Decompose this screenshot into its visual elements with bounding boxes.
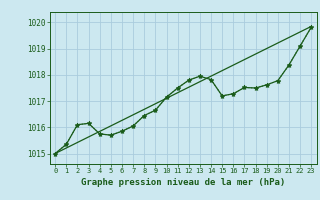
X-axis label: Graphe pression niveau de la mer (hPa): Graphe pression niveau de la mer (hPa) (81, 178, 285, 187)
